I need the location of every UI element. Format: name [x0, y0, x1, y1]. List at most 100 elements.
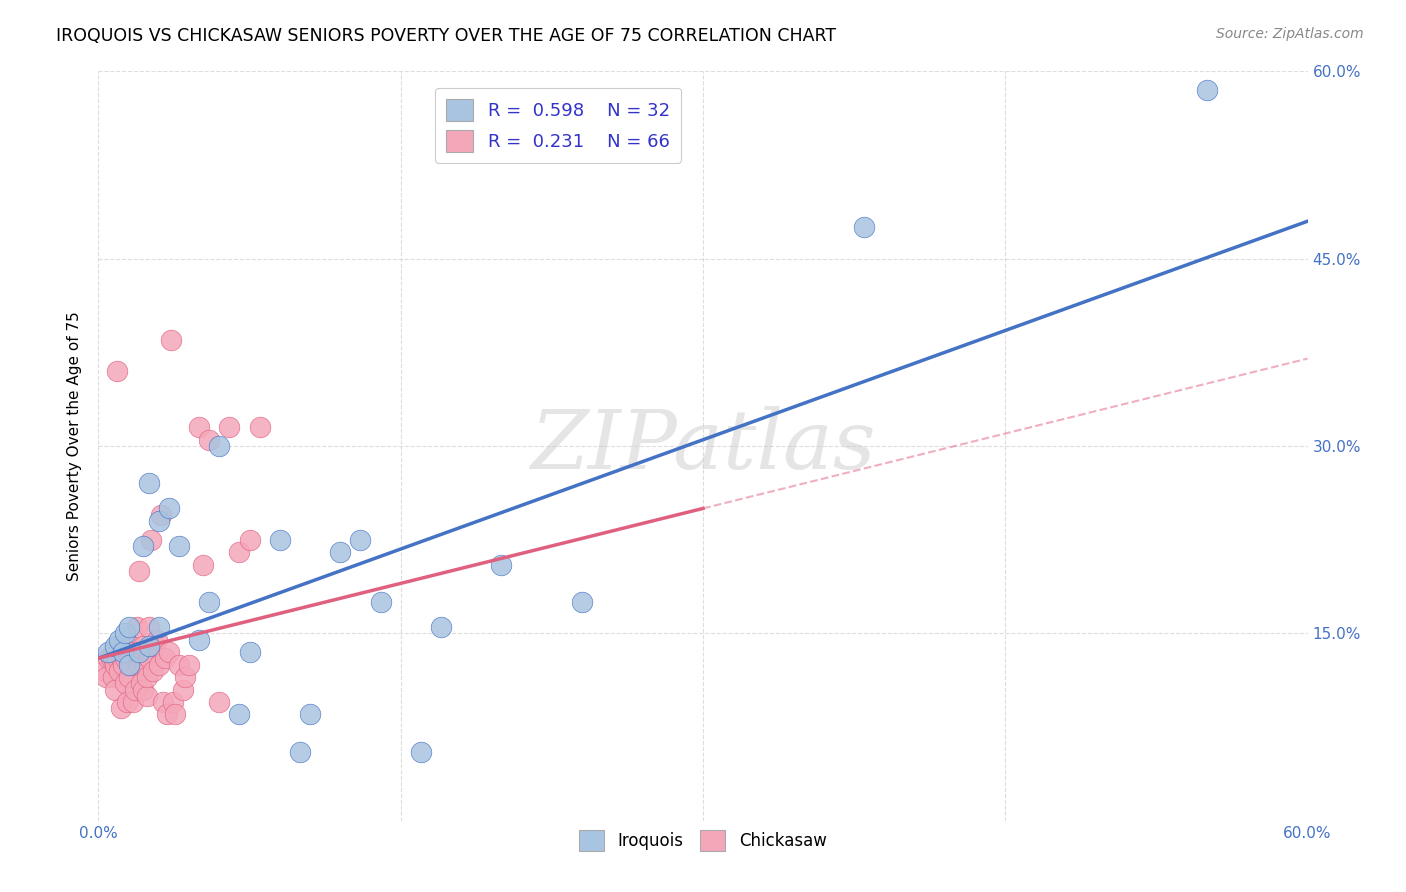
Point — [329, 545, 352, 559]
Y-axis label: Seniors Poverty Over the Age of 75: Seniors Poverty Over the Age of 75 — [67, 311, 83, 581]
Point — [110, 651, 132, 665]
Point — [142, 664, 165, 678]
Point — [114, 651, 136, 665]
Point — [103, 639, 125, 653]
Point — [135, 689, 157, 703]
Point — [157, 645, 180, 659]
Point — [121, 695, 143, 709]
Point — [174, 670, 197, 684]
Point — [111, 657, 134, 672]
Point — [853, 220, 876, 235]
Point — [349, 533, 371, 547]
Point — [288, 745, 311, 759]
Point — [101, 651, 124, 665]
Point — [100, 651, 122, 665]
Point — [430, 620, 453, 634]
Point — [138, 476, 160, 491]
Point — [198, 433, 221, 447]
Text: IROQUOIS VS CHICKASAW SENIORS POVERTY OVER THE AGE OF 75 CORRELATION CHART: IROQUOIS VS CHICKASAW SENIORS POVERTY OV… — [56, 27, 837, 45]
Point — [167, 657, 190, 672]
Point — [134, 657, 156, 672]
Point — [132, 539, 155, 553]
Point — [118, 651, 141, 665]
Point — [188, 420, 211, 434]
Point — [120, 639, 142, 653]
Point — [96, 670, 118, 684]
Point — [491, 558, 513, 572]
Point — [167, 539, 190, 553]
Point — [571, 595, 593, 609]
Point — [138, 651, 160, 665]
Point — [153, 651, 176, 665]
Point — [148, 657, 170, 672]
Point — [111, 645, 134, 659]
Point — [160, 333, 183, 347]
Point — [370, 595, 392, 609]
Point — [239, 645, 262, 659]
Point — [172, 682, 194, 697]
Point — [125, 620, 148, 634]
Point — [107, 664, 129, 678]
Point — [198, 595, 221, 609]
Legend: Iroquois, Chickasaw: Iroquois, Chickasaw — [572, 823, 834, 857]
Point — [118, 620, 141, 634]
Point — [107, 632, 129, 647]
Point — [124, 682, 146, 697]
Point — [124, 651, 146, 665]
Point — [208, 695, 231, 709]
Point — [163, 707, 186, 722]
Point — [132, 639, 155, 653]
Point — [128, 657, 150, 672]
Point — [118, 670, 141, 684]
Point — [193, 558, 215, 572]
Point — [148, 514, 170, 528]
Point — [128, 645, 150, 659]
Point — [148, 620, 170, 634]
Text: ZIPatlas: ZIPatlas — [530, 406, 876, 486]
Point — [105, 651, 128, 665]
Point — [179, 657, 201, 672]
Point — [228, 545, 250, 559]
Point — [97, 651, 120, 665]
Point — [97, 645, 120, 659]
Point — [129, 676, 152, 690]
Point — [249, 420, 271, 434]
Point — [269, 533, 291, 547]
Point — [121, 645, 143, 659]
Point — [101, 670, 124, 684]
Point — [138, 639, 160, 653]
Point — [152, 695, 174, 709]
Text: Source: ZipAtlas.com: Source: ZipAtlas.com — [1216, 27, 1364, 41]
Point — [128, 564, 150, 578]
Point — [1195, 83, 1218, 97]
Point — [149, 508, 172, 522]
Point — [129, 651, 152, 665]
Point — [103, 657, 125, 672]
Point — [125, 645, 148, 659]
Point — [146, 632, 169, 647]
Point — [162, 695, 184, 709]
Point — [118, 657, 141, 672]
Point — [114, 676, 136, 690]
Point — [138, 620, 160, 634]
Point — [120, 657, 142, 672]
Point — [409, 745, 432, 759]
Point — [115, 645, 138, 659]
Point — [111, 639, 134, 653]
Point — [143, 639, 166, 653]
Point — [132, 682, 155, 697]
Point — [105, 364, 128, 378]
Point — [156, 707, 179, 722]
Point — [110, 701, 132, 715]
Point — [115, 695, 138, 709]
Point — [93, 664, 115, 678]
Point — [114, 626, 136, 640]
Point — [103, 682, 125, 697]
Point — [107, 639, 129, 653]
Point — [139, 533, 162, 547]
Point — [157, 501, 180, 516]
Point — [135, 670, 157, 684]
Point — [218, 420, 240, 434]
Point — [239, 533, 262, 547]
Point — [228, 707, 250, 722]
